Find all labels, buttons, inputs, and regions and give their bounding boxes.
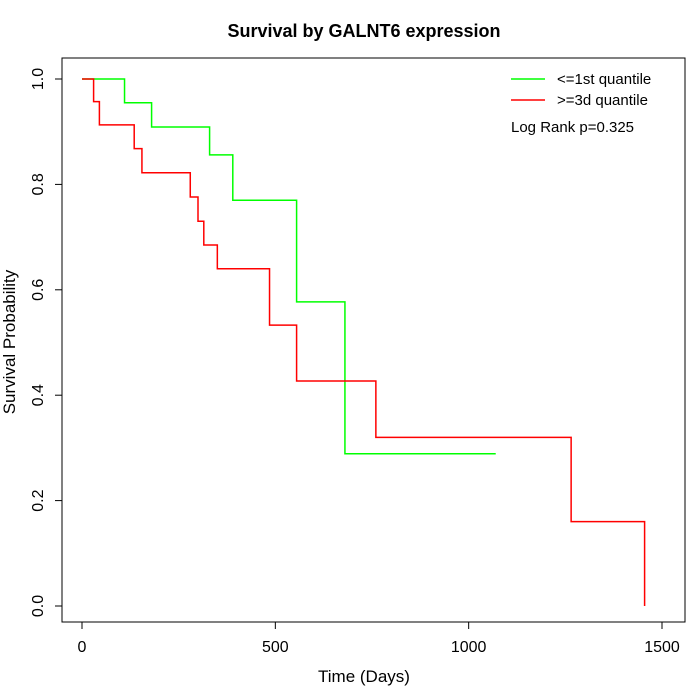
series-low-quantile-line	[82, 78, 496, 455]
x-axis: 0 500 1000 1500	[78, 621, 680, 656]
y-tick-label: 1.0	[30, 68, 47, 90]
legend: <=1st quantile >=3d quantile	[511, 71, 651, 109]
legend-label-low: <=1st quantile	[557, 71, 651, 88]
x-axis-label: Time (Days)	[318, 667, 410, 686]
x-tick-label: 500	[262, 639, 289, 656]
y-axis-label: Survival Probability	[0, 269, 19, 414]
legend-label-high: >=3d quantile	[557, 92, 648, 109]
y-tick-label: 0.8	[30, 173, 47, 195]
chart-title: Survival by GALNT6 expression	[227, 21, 500, 41]
y-tick-label: 0.6	[30, 279, 47, 301]
series-layer	[82, 78, 646, 606]
x-tick-label: 1500	[644, 639, 680, 656]
y-tick-label: 0.2	[30, 489, 47, 511]
series-high-quantile-line	[82, 78, 646, 606]
x-tick-label: 0	[78, 639, 87, 656]
y-tick-label: 0.0	[30, 595, 47, 617]
x-tick-label: 1000	[451, 639, 487, 656]
plot-frame	[61, 57, 686, 623]
y-tick-label: 0.4	[30, 384, 47, 406]
log-rank-annotation: Log Rank p=0.325	[511, 119, 634, 136]
y-axis: 0.0 0.2 0.4 0.6 0.8 1.0	[30, 68, 63, 617]
